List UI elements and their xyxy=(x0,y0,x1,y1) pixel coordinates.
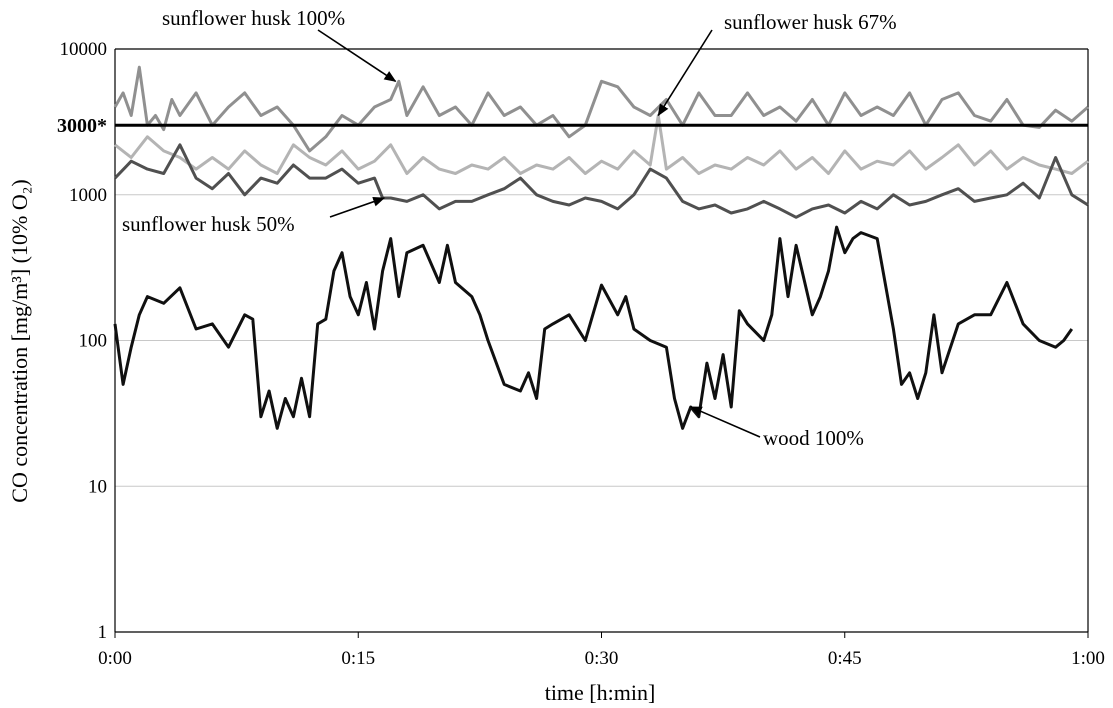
x-tick-label: 0:30 xyxy=(585,648,619,669)
series-line-sunflower-husk-67 xyxy=(114,114,1089,175)
annotations: sunflower husk 100% sunflower husk 67% sun… xyxy=(122,6,897,450)
annotation-arrow xyxy=(317,29,397,83)
annotation-arrow xyxy=(657,29,713,117)
reference-line-group: 3000* xyxy=(57,115,1088,137)
annotation-label: wood 100% xyxy=(763,426,864,450)
y-tick-labels: 1 10 100 1000 10000 xyxy=(60,39,108,643)
y-tick-label: 100 xyxy=(79,331,108,352)
x-tick-label: 0:15 xyxy=(341,648,375,669)
annotation-label: sunflower husk 50% xyxy=(122,212,295,236)
y-tick-label: 1 xyxy=(98,622,108,643)
y-tick-label: 10 xyxy=(88,476,107,497)
annotation-label: sunflower husk 67% xyxy=(724,10,897,34)
x-tick-label: 0:00 xyxy=(98,648,132,669)
series-line-sunflower-husk-50 xyxy=(113,143,1089,219)
x-tick-label: 1:00 xyxy=(1071,648,1105,669)
y-tick-label: 1000 xyxy=(69,185,107,206)
series-line-sunflower-husk-100 xyxy=(113,65,1089,153)
reference-line-label: 3000* xyxy=(57,115,107,137)
series-line-wood-100 xyxy=(113,225,1074,430)
x-axis-title: time [h:min] xyxy=(545,680,656,705)
y-tick-label: 10000 xyxy=(60,39,108,60)
x-tick-labels: 0:00 0:15 0:30 0:45 1:00 xyxy=(98,632,1105,669)
annotation-arrow xyxy=(329,196,386,218)
y-axis-title: CO concentration [mg/m³] (10% O₂) xyxy=(7,179,32,502)
series-lines xyxy=(113,65,1089,430)
annotation-arrow xyxy=(689,406,761,438)
annotation-label: sunflower husk 100% xyxy=(162,6,345,30)
x-tick-label: 0:45 xyxy=(828,648,862,669)
